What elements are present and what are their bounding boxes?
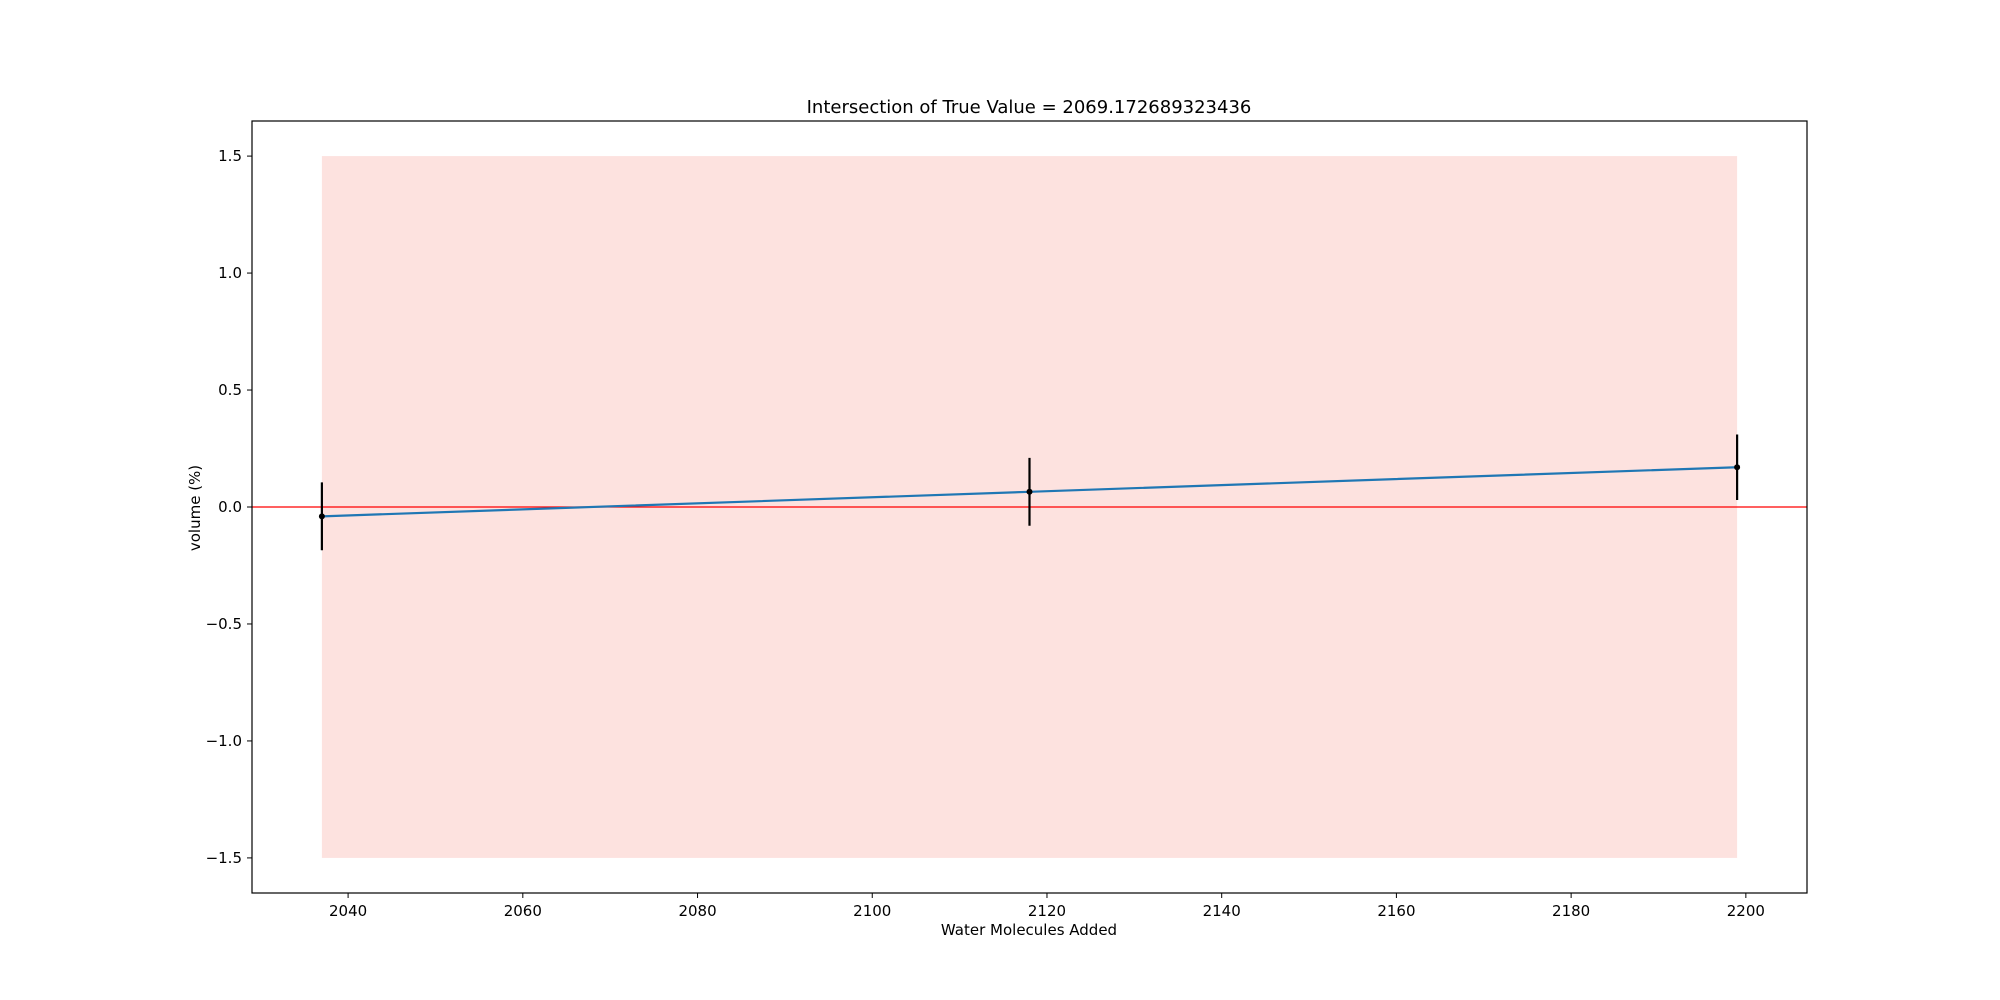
chart-title: Intersection of True Value = 2069.172689… bbox=[807, 97, 1252, 118]
y-tick-label: 1.0 bbox=[218, 264, 242, 282]
y-tick-label: 0.0 bbox=[218, 498, 242, 516]
x-tick-label: 2100 bbox=[853, 902, 891, 920]
y-tick-label: 0.5 bbox=[218, 381, 242, 399]
x-tick-label: 2140 bbox=[1203, 902, 1241, 920]
y-tick-label: −1.5 bbox=[206, 849, 242, 867]
y-tick-label: −1.0 bbox=[206, 732, 242, 750]
y-axis-label: volume (%) bbox=[186, 465, 204, 551]
x-tick-label: 2080 bbox=[678, 902, 716, 920]
x-tick-label: 2120 bbox=[1028, 902, 1066, 920]
y-tick-label: 1.5 bbox=[218, 147, 242, 165]
data-point bbox=[318, 513, 325, 520]
x-tick-label: 2060 bbox=[504, 902, 542, 920]
data-point bbox=[1734, 464, 1741, 471]
data-point bbox=[1026, 488, 1033, 495]
x-tick-label: 2040 bbox=[329, 902, 367, 920]
x-tick-label: 2160 bbox=[1377, 902, 1415, 920]
x-tick-label: 2180 bbox=[1552, 902, 1590, 920]
x-axis-label: Water Molecules Added bbox=[941, 921, 1117, 939]
axes: 2040 2060 2080 2100 2120 2140 2160 2180 2200 1.5 1… bbox=[206, 120, 1808, 920]
y-tick-label: −0.5 bbox=[206, 615, 242, 633]
plot-area bbox=[252, 156, 1807, 858]
x-tick-label: 2200 bbox=[1727, 902, 1765, 920]
